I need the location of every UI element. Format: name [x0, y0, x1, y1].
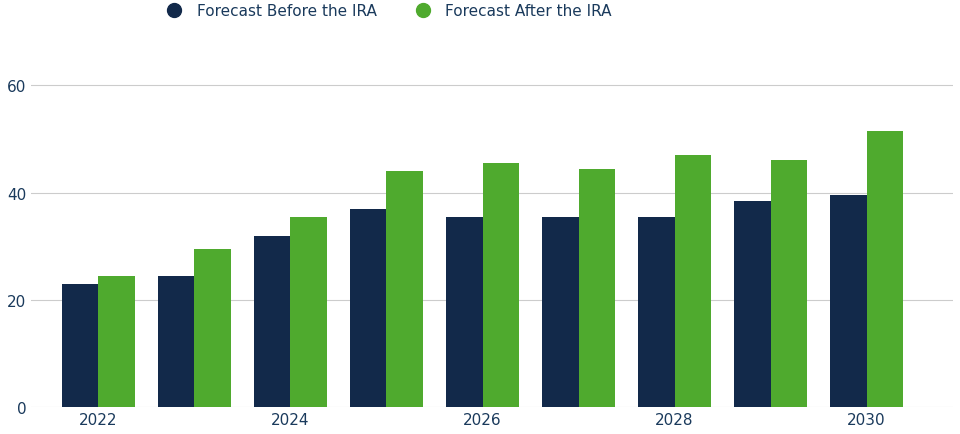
- Bar: [579, 169, 615, 407]
- Bar: [830, 196, 867, 407]
- Bar: [387, 172, 423, 407]
- Bar: [61, 284, 99, 407]
- Bar: [638, 217, 675, 407]
- Bar: [542, 217, 579, 407]
- Bar: [734, 201, 771, 407]
- Bar: [350, 209, 387, 407]
- Bar: [483, 164, 519, 407]
- Bar: [158, 276, 195, 407]
- Bar: [446, 217, 483, 407]
- Bar: [195, 250, 231, 407]
- Bar: [99, 276, 135, 407]
- Bar: [867, 132, 903, 407]
- Bar: [291, 217, 327, 407]
- Legend: Forecast Before the IRA, Forecast After the IRA: Forecast Before the IRA, Forecast After …: [158, 4, 612, 20]
- Bar: [254, 236, 291, 407]
- Bar: [675, 156, 711, 407]
- Bar: [771, 161, 807, 407]
